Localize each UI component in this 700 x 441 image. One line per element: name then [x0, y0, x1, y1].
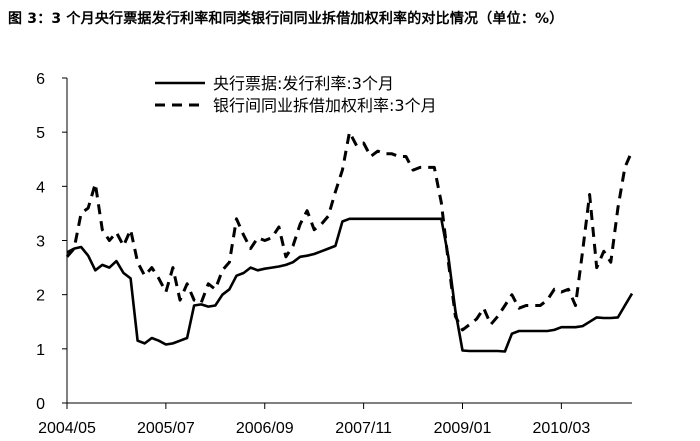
- x-tick-label: 2006/09: [236, 420, 294, 437]
- y-tick-label: 2: [36, 288, 45, 305]
- chart-axes: 0 1 2 3 4 5 6 2004/05 2005/07 2006/09 2007/11 2009/…: [36, 71, 632, 437]
- x-tick-label: 2009/01: [434, 420, 492, 437]
- chart-series-layer: [65, 130, 634, 353]
- y-tick-label: 6: [36, 71, 45, 88]
- y-tick-label: 1: [36, 342, 45, 359]
- y-tick-label: 5: [36, 125, 45, 142]
- y-tick-label: 3: [36, 234, 45, 251]
- series-line-interbank-rate: [65, 130, 634, 332]
- chart-title: 图 3：3 个月央行票据发行利率和同类银行间同业拆借加权利率的对比情况（单位：%…: [8, 11, 564, 27]
- legend-label: 银行间同业拆借加权利率:3个月: [213, 96, 437, 115]
- x-tick-label: 2010/03: [532, 420, 590, 437]
- x-tick-label: 2007/11: [335, 420, 392, 437]
- legend-label: 央行票据:发行利率:3个月: [213, 74, 394, 93]
- y-tick-label: 4: [36, 179, 45, 196]
- series-line-cb-bill-rate: [66, 217, 634, 353]
- x-tick-label: 2005/07: [137, 420, 195, 437]
- x-tick-label: 2004/05: [38, 420, 96, 437]
- y-tick-label: 0: [36, 396, 45, 413]
